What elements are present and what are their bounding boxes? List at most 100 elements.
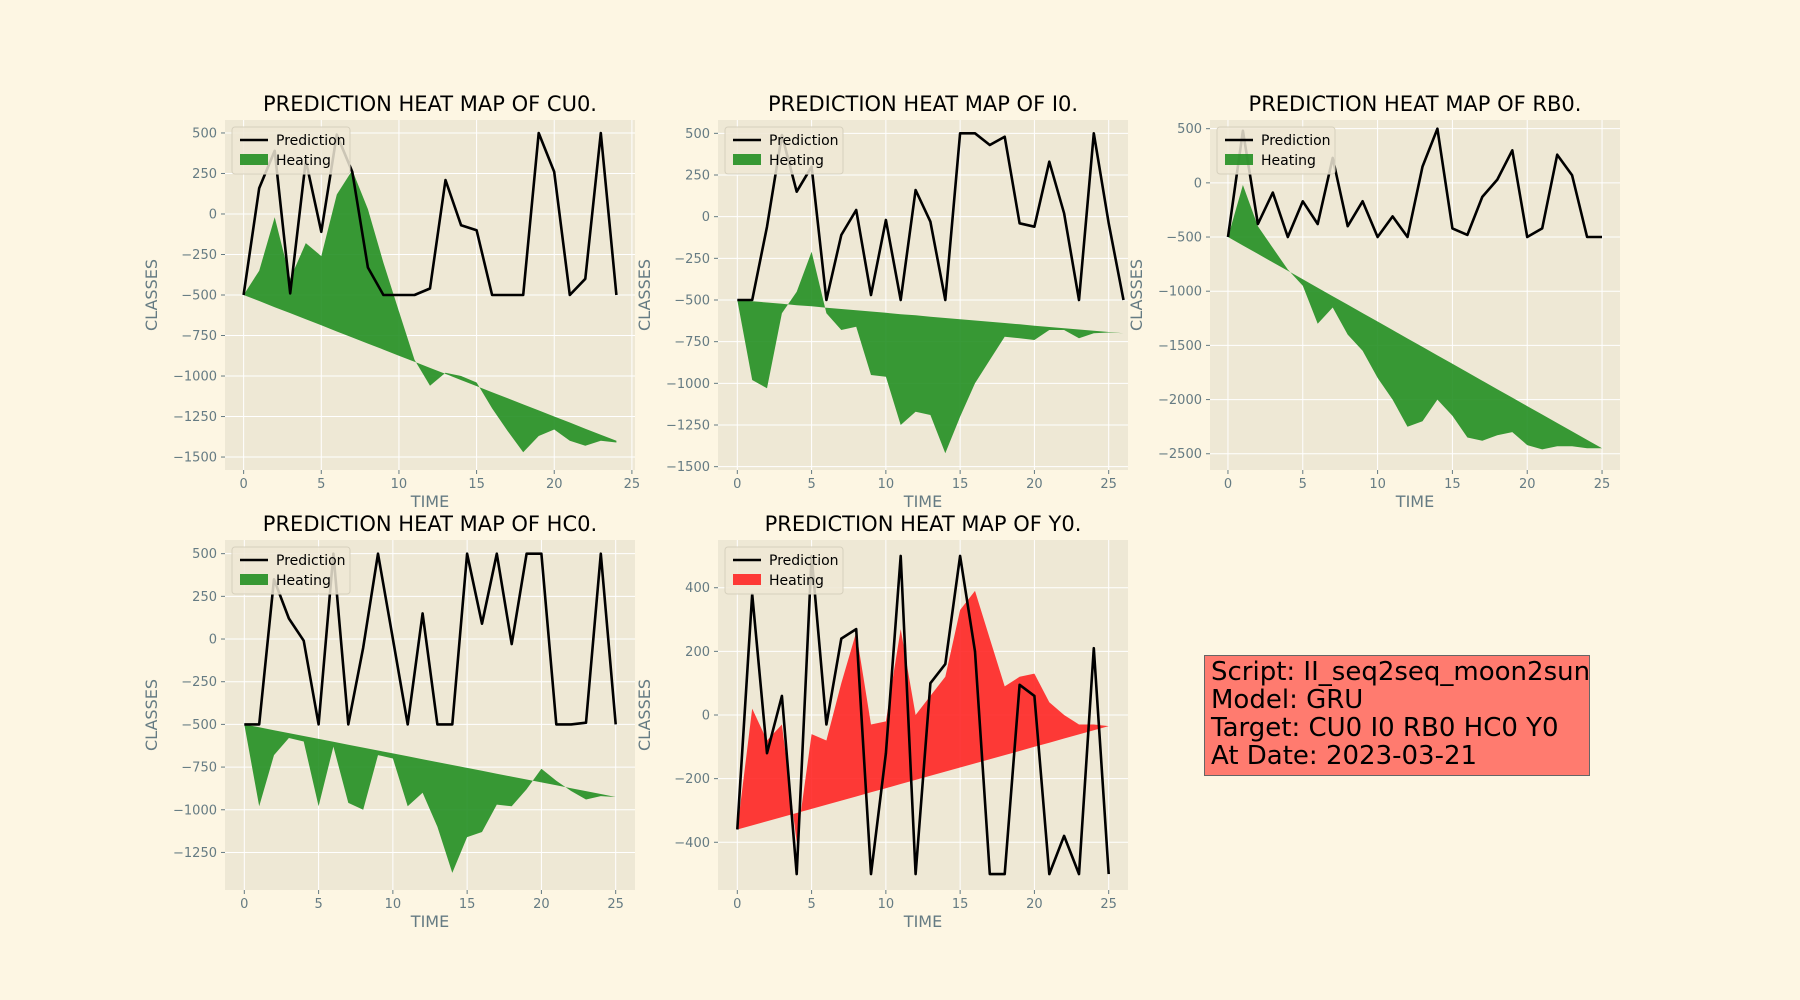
plot-content bbox=[1226, 127, 1602, 450]
legend: Prediction Heating bbox=[231, 546, 351, 595]
chart-panel-0: 0 5 10 15 20 25 500 250 0 −250 −500 −750 −1000 −1250 −… bbox=[142, 92, 640, 511]
prediction-line bbox=[736, 554, 1110, 876]
x-tick-label: 25 bbox=[1594, 477, 1611, 492]
x-tick-label: 20 bbox=[1026, 477, 1043, 492]
x-axis-label: TIME bbox=[410, 492, 449, 511]
plot-content bbox=[737, 132, 1125, 454]
legend: Prediction Heating bbox=[724, 126, 844, 175]
legend-prediction-label: Prediction bbox=[769, 133, 839, 149]
y-tick-label: −750 bbox=[181, 329, 217, 344]
y-tick-label: 0 bbox=[702, 709, 710, 724]
y-tick-label: −250 bbox=[674, 252, 710, 267]
legend-prediction-label: Prediction bbox=[769, 553, 839, 569]
legend-heating-label: Heating bbox=[276, 573, 331, 589]
legend: Prediction Heating bbox=[724, 546, 844, 595]
x-tick-label: 5 bbox=[317, 477, 325, 492]
x-axis-label: TIME bbox=[903, 492, 942, 511]
x-tick-label: 0 bbox=[239, 477, 247, 492]
x-tick-label: 15 bbox=[459, 897, 476, 912]
x-tick-label: 15 bbox=[952, 477, 969, 492]
y-tick-label: −1000 bbox=[173, 803, 217, 818]
x-tick-label: 15 bbox=[1444, 477, 1461, 492]
legend: Prediction Heating bbox=[1216, 126, 1336, 175]
heating-area bbox=[244, 724, 616, 873]
x-tick-label: 20 bbox=[546, 477, 563, 492]
legend-heating-swatch bbox=[1225, 154, 1253, 165]
y-tick-label: −2000 bbox=[1158, 393, 1202, 408]
info-model: Model: GRU bbox=[1211, 685, 1364, 715]
y-tick-label: 0 bbox=[209, 633, 217, 648]
x-tick-label: 10 bbox=[385, 897, 402, 912]
x-tick-label: 5 bbox=[807, 477, 815, 492]
x-axis-label: TIME bbox=[1395, 492, 1434, 511]
legend-prediction-label: Prediction bbox=[276, 133, 346, 149]
y-axis-label: CLASSES bbox=[635, 259, 654, 331]
y-tick-label: 250 bbox=[685, 169, 710, 184]
legend-heating-label: Heating bbox=[276, 153, 331, 169]
y-tick-label: −1500 bbox=[666, 460, 710, 475]
y-tick-label: 250 bbox=[192, 590, 217, 605]
y-tick-label: 500 bbox=[192, 547, 217, 562]
x-tick-label: 20 bbox=[533, 897, 550, 912]
y-tick-label: −1500 bbox=[173, 451, 217, 466]
x-tick-label: 25 bbox=[624, 477, 641, 492]
y-tick-label: 500 bbox=[192, 126, 217, 141]
y-tick-label: −250 bbox=[181, 248, 217, 263]
heating-area bbox=[1228, 185, 1602, 450]
y-tick-label: −750 bbox=[674, 335, 710, 350]
x-tick-label: 25 bbox=[1100, 897, 1117, 912]
y-tick-label: −1250 bbox=[173, 410, 217, 425]
y-tick-label: −1250 bbox=[666, 419, 710, 434]
info-script: Script: II_seq2seq_moon2sun bbox=[1211, 657, 1591, 687]
plot-area bbox=[225, 540, 635, 890]
x-tick-label: 10 bbox=[1369, 477, 1386, 492]
x-tick-label: 5 bbox=[314, 897, 322, 912]
y-tick-label: −500 bbox=[181, 289, 217, 304]
heating-area bbox=[737, 251, 1124, 454]
x-tick-label: 0 bbox=[733, 897, 741, 912]
x-tick-label: 5 bbox=[1299, 477, 1307, 492]
x-tick-label: 15 bbox=[468, 477, 485, 492]
chart-title: PREDICTION HEAT MAP OF HC0. bbox=[263, 512, 597, 536]
chart-panel-3: 0 5 10 15 20 25 500 250 0 −250 −500 −750 −1000 −1250 P… bbox=[142, 512, 635, 931]
x-tick-label: 20 bbox=[1519, 477, 1536, 492]
chart-title: PREDICTION HEAT MAP OF I0. bbox=[768, 92, 1078, 116]
y-tick-label: −500 bbox=[674, 294, 710, 309]
chart-panel-2: 0 5 10 15 20 25 500 0 −500 −1000 −1500 −2000 −2500 PR… bbox=[1127, 92, 1620, 511]
plot-content bbox=[736, 554, 1110, 876]
chart-panel-1: 0 5 10 15 20 25 500 250 0 −250 −500 −750 −1000 −1250 −… bbox=[635, 92, 1128, 511]
y-tick-label: 0 bbox=[209, 207, 217, 222]
plot-content bbox=[244, 552, 617, 873]
y-tick-label: −1000 bbox=[173, 370, 217, 385]
x-tick-label: 0 bbox=[240, 897, 248, 912]
chart-title: PREDICTION HEAT MAP OF CU0. bbox=[263, 92, 597, 116]
y-tick-label: −1250 bbox=[173, 846, 217, 861]
y-tick-label: −200 bbox=[674, 772, 710, 787]
y-tick-label: 500 bbox=[1177, 122, 1202, 137]
prediction-line bbox=[737, 132, 1125, 302]
x-tick-label: 20 bbox=[1026, 897, 1043, 912]
info-box: Script: II_seq2seq_moon2sun Model: GRU T… bbox=[1204, 655, 1590, 776]
legend-heating-swatch bbox=[733, 574, 761, 585]
chart-title: PREDICTION HEAT MAP OF RB0. bbox=[1249, 92, 1582, 116]
x-tick-label: 25 bbox=[1100, 477, 1117, 492]
y-axis-label: CLASSES bbox=[635, 679, 654, 751]
y-tick-label: 250 bbox=[192, 167, 217, 182]
y-tick-label: −1000 bbox=[1158, 285, 1202, 300]
y-tick-label: 200 bbox=[685, 645, 710, 660]
y-axis-label: CLASSES bbox=[142, 679, 161, 751]
y-tick-label: −750 bbox=[181, 761, 217, 776]
y-tick-label: −400 bbox=[674, 836, 710, 851]
y-tick-label: 0 bbox=[702, 210, 710, 225]
y-tick-label: 500 bbox=[685, 127, 710, 142]
info-date: At Date: 2023-03-21 bbox=[1211, 741, 1478, 771]
legend-heating-swatch bbox=[733, 154, 761, 165]
x-tick-label: 10 bbox=[391, 477, 408, 492]
y-tick-label: 0 bbox=[1194, 176, 1202, 191]
y-tick-label: −500 bbox=[181, 718, 217, 733]
y-tick-label: −1000 bbox=[666, 377, 710, 392]
y-tick-label: 400 bbox=[685, 581, 710, 596]
y-tick-label: −2500 bbox=[1158, 447, 1202, 462]
x-tick-label: 15 bbox=[952, 897, 969, 912]
